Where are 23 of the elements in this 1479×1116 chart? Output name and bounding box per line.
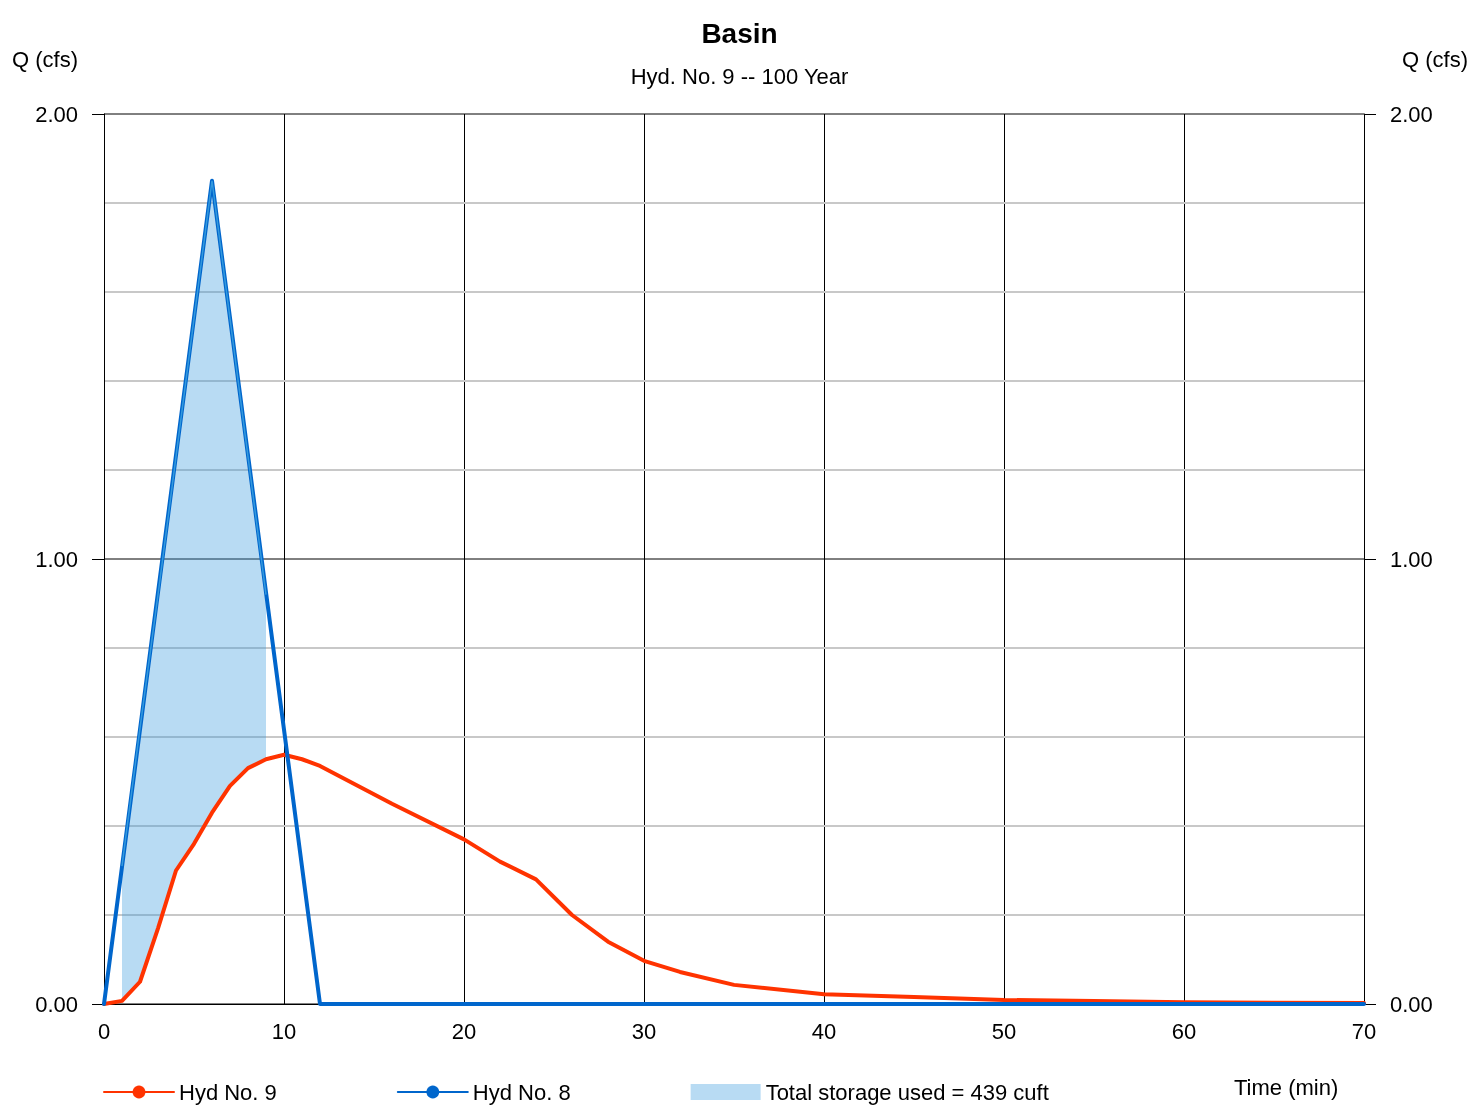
x-tick-label: 30 xyxy=(631,1018,657,1044)
x-tick-label: 50 xyxy=(991,1018,1017,1044)
y-axis-title: Q (cfs) xyxy=(12,46,78,72)
y-tick-label: 1.00 xyxy=(35,546,78,572)
x-tick-label: 20 xyxy=(451,1018,477,1044)
y2-tick-label: 1.00 xyxy=(1390,546,1433,572)
legend-label: Hyd No. 8 xyxy=(472,1079,571,1105)
y2-tick-label: 2.00 xyxy=(1390,101,1433,127)
legend-label: Total storage used = 439 cuft xyxy=(765,1079,1049,1105)
y2-tick-label: 0.00 xyxy=(1390,991,1433,1017)
line-series xyxy=(121,180,267,867)
chart-title: Basin xyxy=(701,17,778,49)
x-axis-title: Time (min) xyxy=(1234,1074,1339,1100)
x-tick-label: 10 xyxy=(271,1018,297,1044)
legend-label: Hyd No. 9 xyxy=(179,1079,277,1105)
x-tick-label: 60 xyxy=(1171,1018,1197,1044)
x-tick-label: 40 xyxy=(811,1018,837,1044)
x-tick-label: 70 xyxy=(1351,1018,1377,1044)
chart-subtitle: Hyd. No. 9 -- 100 Year xyxy=(630,63,849,89)
y-tick-label: 0.00 xyxy=(35,991,78,1017)
y2-axis-title: Q (cfs) xyxy=(1402,46,1468,72)
x-tick-label: 0 xyxy=(97,1018,111,1044)
y-tick-label: 2.00 xyxy=(35,101,78,127)
